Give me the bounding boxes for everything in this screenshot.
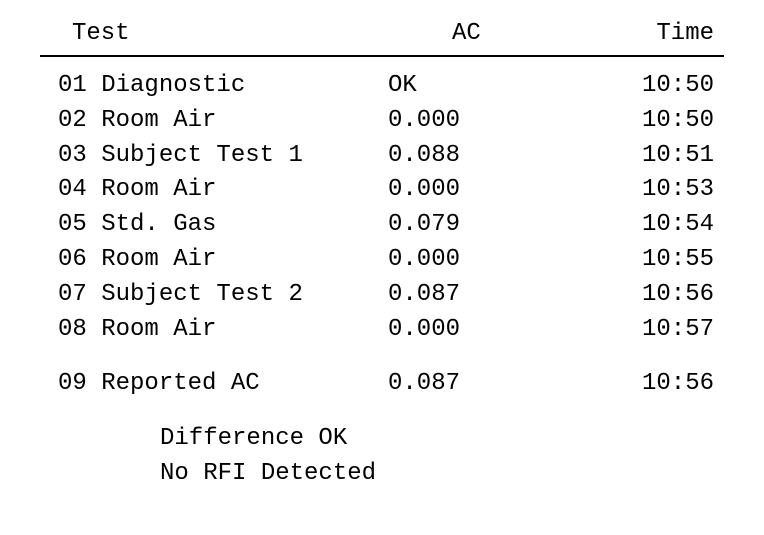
cell-test: 08 Room Air — [40, 313, 388, 348]
cell-test: 01 Diagnostic — [40, 69, 388, 104]
table-row: 02 Room Air 0.000 10:50 — [40, 104, 724, 139]
row-spacer — [40, 347, 724, 367]
table-row: 04 Room Air 0.000 10:53 — [40, 173, 724, 208]
cell-time: 10:53 — [588, 173, 724, 208]
footer-status: Difference OK No RFI Detected — [40, 422, 724, 492]
cell-ac: 0.079 — [388, 208, 588, 243]
cell-test: 02 Room Air — [40, 104, 388, 139]
cell-ac: 0.000 — [388, 104, 588, 139]
cell-ac: 0.000 — [388, 313, 588, 348]
summary-ac: 0.087 — [388, 367, 588, 402]
header-test: Test — [40, 20, 402, 47]
cell-ac: 0.088 — [388, 139, 588, 174]
cell-test: 07 Subject Test 2 — [40, 278, 388, 313]
table-row: 07 Subject Test 2 0.087 10:56 — [40, 278, 724, 313]
cell-ac: 0.000 — [388, 173, 588, 208]
cell-time: 10:54 — [588, 208, 724, 243]
header-time: Time — [652, 20, 724, 47]
summary-time: 10:56 — [588, 367, 724, 402]
table-row: 08 Room Air 0.000 10:57 — [40, 313, 724, 348]
table-row: 01 Diagnostic OK 10:50 — [40, 69, 724, 104]
table-header-row: Test AC Time — [40, 20, 724, 57]
cell-test: 03 Subject Test 1 — [40, 139, 388, 174]
cell-ac: OK — [388, 69, 588, 104]
cell-time: 10:50 — [588, 104, 724, 139]
cell-test: 04 Room Air — [40, 173, 388, 208]
test-results-table: Test AC Time 01 Diagnostic OK 10:50 02 R… — [40, 20, 724, 492]
summary-row: 09 Reported AC 0.087 10:56 — [40, 367, 724, 402]
difference-status: Difference OK — [160, 422, 724, 457]
table-row: 06 Room Air 0.000 10:55 — [40, 243, 724, 278]
cell-time: 10:51 — [588, 139, 724, 174]
cell-test: 05 Std. Gas — [40, 208, 388, 243]
table-row: 03 Subject Test 1 0.088 10:51 — [40, 139, 724, 174]
cell-time: 10:57 — [588, 313, 724, 348]
rfi-status: No RFI Detected — [160, 457, 724, 492]
cell-time: 10:55 — [588, 243, 724, 278]
cell-ac: 0.087 — [388, 278, 588, 313]
cell-time: 10:50 — [588, 69, 724, 104]
cell-test: 06 Room Air — [40, 243, 388, 278]
table-row: 05 Std. Gas 0.079 10:54 — [40, 208, 724, 243]
summary-test: 09 Reported AC — [40, 367, 388, 402]
cell-ac: 0.000 — [388, 243, 588, 278]
header-ac: AC — [402, 20, 652, 47]
cell-time: 10:56 — [588, 278, 724, 313]
